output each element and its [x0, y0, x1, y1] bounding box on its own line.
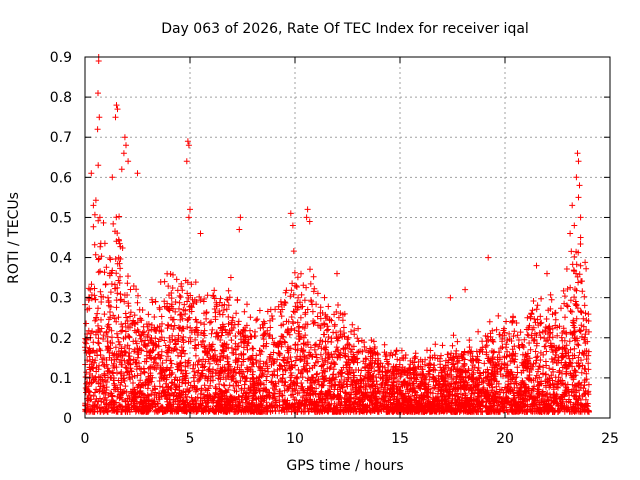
y-tick-label: 0 — [63, 411, 72, 427]
chart-title: Day 063 of 2026, Rate Of TEC Index for r… — [161, 21, 529, 37]
plot-frame — [84, 56, 611, 419]
x-tick-label: 0 — [81, 431, 90, 447]
y-tick-label: 0.8 — [50, 90, 72, 106]
x-tick-label: 10 — [286, 431, 304, 447]
x-tick-label: 20 — [496, 431, 514, 447]
x-tick-label: 25 — [601, 431, 619, 447]
y-axis-ticks: 0 0.1 0.2 0.3 0.4 0.5 0.6 0.7 0.8 0.9 — [50, 50, 610, 427]
y-tick-label: 0.6 — [50, 170, 72, 186]
y-axis-label: ROTI / TECUs — [6, 192, 22, 284]
x-tick-label: 15 — [391, 431, 409, 447]
data-points — [82, 54, 592, 415]
y-tick-label: 0.3 — [50, 291, 72, 307]
y-tick-label: 0.1 — [50, 371, 72, 387]
y-tick-label: 0.4 — [50, 251, 72, 267]
y-tick-label: 0.9 — [50, 50, 72, 66]
x-axis-label: GPS time / hours — [286, 458, 403, 474]
x-tick-label: 5 — [186, 431, 195, 447]
roti-markers — [82, 54, 592, 415]
x-axis-ticks: 0 5 10 15 20 25 — [81, 57, 619, 447]
y-tick-label: 0.2 — [50, 331, 72, 347]
y-tick-label: 0.5 — [50, 210, 72, 226]
y-tick-label: 0.7 — [50, 130, 72, 146]
